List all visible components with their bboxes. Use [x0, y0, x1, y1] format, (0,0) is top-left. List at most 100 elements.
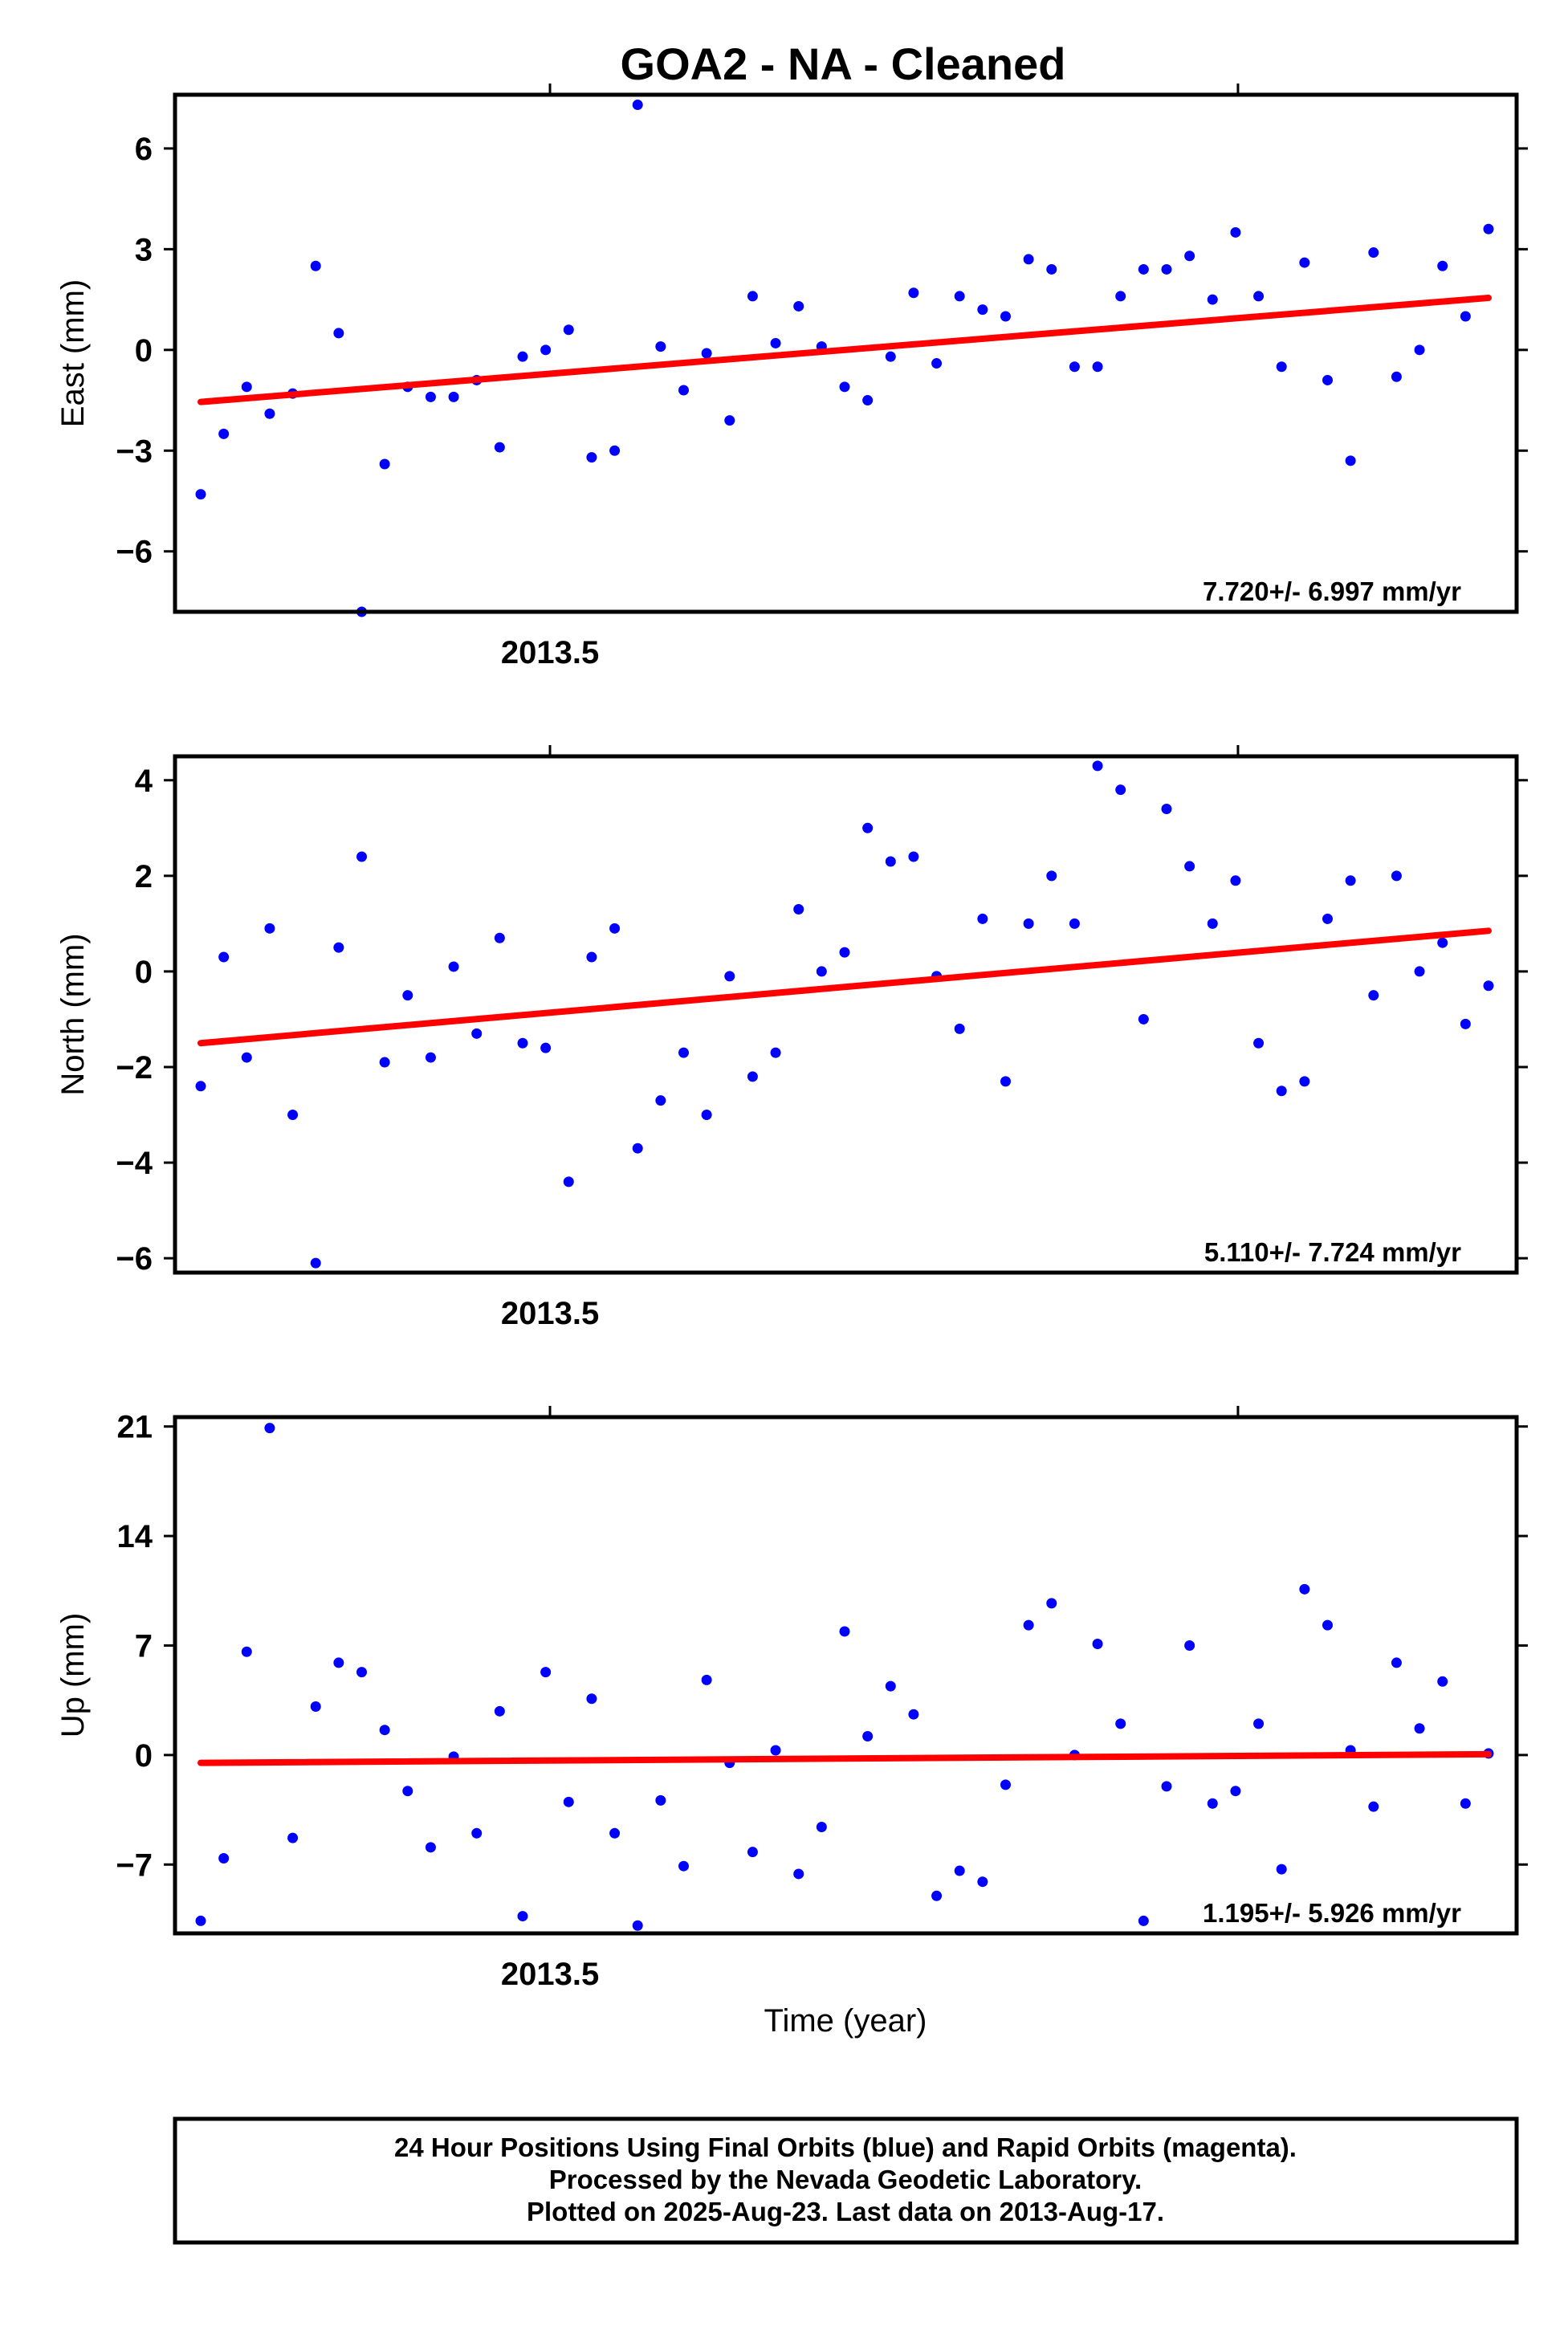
east-data-point	[1115, 291, 1126, 302]
east-data-point	[1046, 263, 1057, 275]
up-plot-frame	[173, 1415, 1519, 1936]
east-xtick-label: 2013.5	[501, 635, 599, 670]
east-data-point	[908, 287, 919, 299]
up-data-point	[356, 1667, 367, 1678]
north-data-point	[586, 951, 597, 963]
north-data-point	[1391, 870, 1402, 882]
east-data-point	[517, 351, 528, 362]
east-data-point	[885, 351, 896, 362]
east-data-point	[1253, 291, 1265, 302]
east-data-point	[862, 395, 874, 406]
north-y-axis-label: North (mm)	[55, 933, 91, 1095]
up-data-point	[1230, 1786, 1241, 1797]
north-data-point	[1460, 1018, 1471, 1029]
figure-title: GOA2 - NA - Cleaned	[621, 39, 1066, 89]
east-plot-frame	[173, 92, 1519, 614]
up-panel: −7 0 7 14 21 2013.5 Up (mm) 1.195+/- 5.926 mm/y…	[55, 1406, 1528, 1992]
north-ytick-label: −4	[116, 1146, 153, 1181]
up-data-point	[1299, 1583, 1310, 1595]
north-data-point	[1230, 875, 1241, 886]
north-ytick-label: 4	[135, 764, 153, 799]
up-data-point	[1460, 1798, 1471, 1809]
north-data-point	[701, 1110, 712, 1121]
north-data-point	[908, 851, 919, 862]
north-data-point	[1322, 913, 1333, 924]
north-data-point	[1161, 803, 1172, 814]
up-data-point	[471, 1827, 483, 1839]
east-data-point	[793, 300, 804, 312]
north-data-point	[1437, 937, 1448, 948]
up-data-point	[586, 1693, 597, 1705]
up-data-point	[908, 1709, 919, 1720]
up-data-point	[1207, 1798, 1218, 1809]
east-data-point	[1368, 247, 1379, 259]
north-data-point	[1345, 875, 1356, 886]
east-data-point	[1092, 361, 1103, 373]
east-data-point	[1483, 223, 1494, 234]
north-data-point	[1046, 870, 1057, 882]
up-data-point	[333, 1657, 344, 1668]
up-data-point	[1414, 1723, 1425, 1734]
up-data-point	[1276, 1864, 1287, 1875]
up-data-point	[770, 1745, 781, 1756]
east-data-point	[1414, 344, 1425, 356]
east-data-point	[310, 260, 321, 271]
up-data-point	[1092, 1639, 1103, 1650]
north-data-point	[1000, 1076, 1011, 1087]
east-trend-line	[198, 295, 1492, 405]
east-data-point	[1391, 371, 1402, 382]
east-data-point	[1230, 226, 1241, 238]
north-ytick-label: 0	[135, 955, 153, 990]
east-data-point	[1184, 251, 1195, 262]
up-data-point	[241, 1646, 252, 1657]
north-data-point	[402, 990, 413, 1001]
x-axis-label: Time (year)	[764, 2003, 927, 2039]
up-data-point	[1322, 1619, 1333, 1631]
up-data-point	[954, 1865, 965, 1876]
east-data-point	[839, 381, 850, 393]
up-data-point	[540, 1667, 552, 1678]
up-data-point	[977, 1876, 988, 1888]
north-data-point	[310, 1257, 321, 1269]
east-data-point	[494, 442, 505, 453]
up-data-point	[287, 1832, 299, 1843]
up-ytick-label: 14	[117, 1519, 153, 1554]
north-data-point	[494, 932, 505, 943]
north-data-point	[195, 1081, 206, 1092]
east-data-point	[1161, 263, 1172, 275]
east-data-point	[264, 408, 275, 419]
north-data-point	[1276, 1086, 1287, 1097]
up-data-point	[517, 1911, 528, 1922]
up-data-point	[816, 1822, 827, 1833]
north-data-point	[241, 1052, 252, 1063]
east-ytick-label: 6	[135, 132, 153, 167]
east-data-point	[747, 291, 758, 302]
up-data-point	[563, 1796, 574, 1807]
east-data-point	[241, 381, 252, 393]
up-data-point	[264, 1423, 275, 1434]
east-data-point	[586, 452, 597, 463]
up-data-point	[1161, 1781, 1172, 1792]
east-data-point	[632, 100, 643, 111]
east-data-point	[1345, 455, 1356, 466]
up-data-point	[885, 1680, 896, 1692]
north-data-point	[816, 966, 827, 977]
east-data-point	[1460, 311, 1471, 322]
up-y-axis-label: Up (mm)	[55, 1613, 91, 1738]
north-trend-line	[198, 927, 1492, 1047]
north-data-point	[655, 1095, 666, 1106]
up-data-point	[1184, 1640, 1195, 1651]
north-data-point	[287, 1110, 299, 1121]
north-data-point	[609, 923, 621, 934]
north-data-point	[1483, 980, 1494, 992]
up-data-point	[678, 1860, 689, 1872]
north-data-point	[540, 1042, 552, 1053]
east-data-point	[1322, 374, 1333, 385]
up-data-point	[1115, 1718, 1126, 1729]
east-data-point	[724, 415, 735, 426]
north-data-point	[1069, 918, 1080, 929]
north-data-point	[954, 1023, 965, 1034]
up-rate-label: 1.195+/- 5.926 mm/yr	[1203, 1898, 1461, 1928]
east-data-point	[770, 337, 781, 348]
